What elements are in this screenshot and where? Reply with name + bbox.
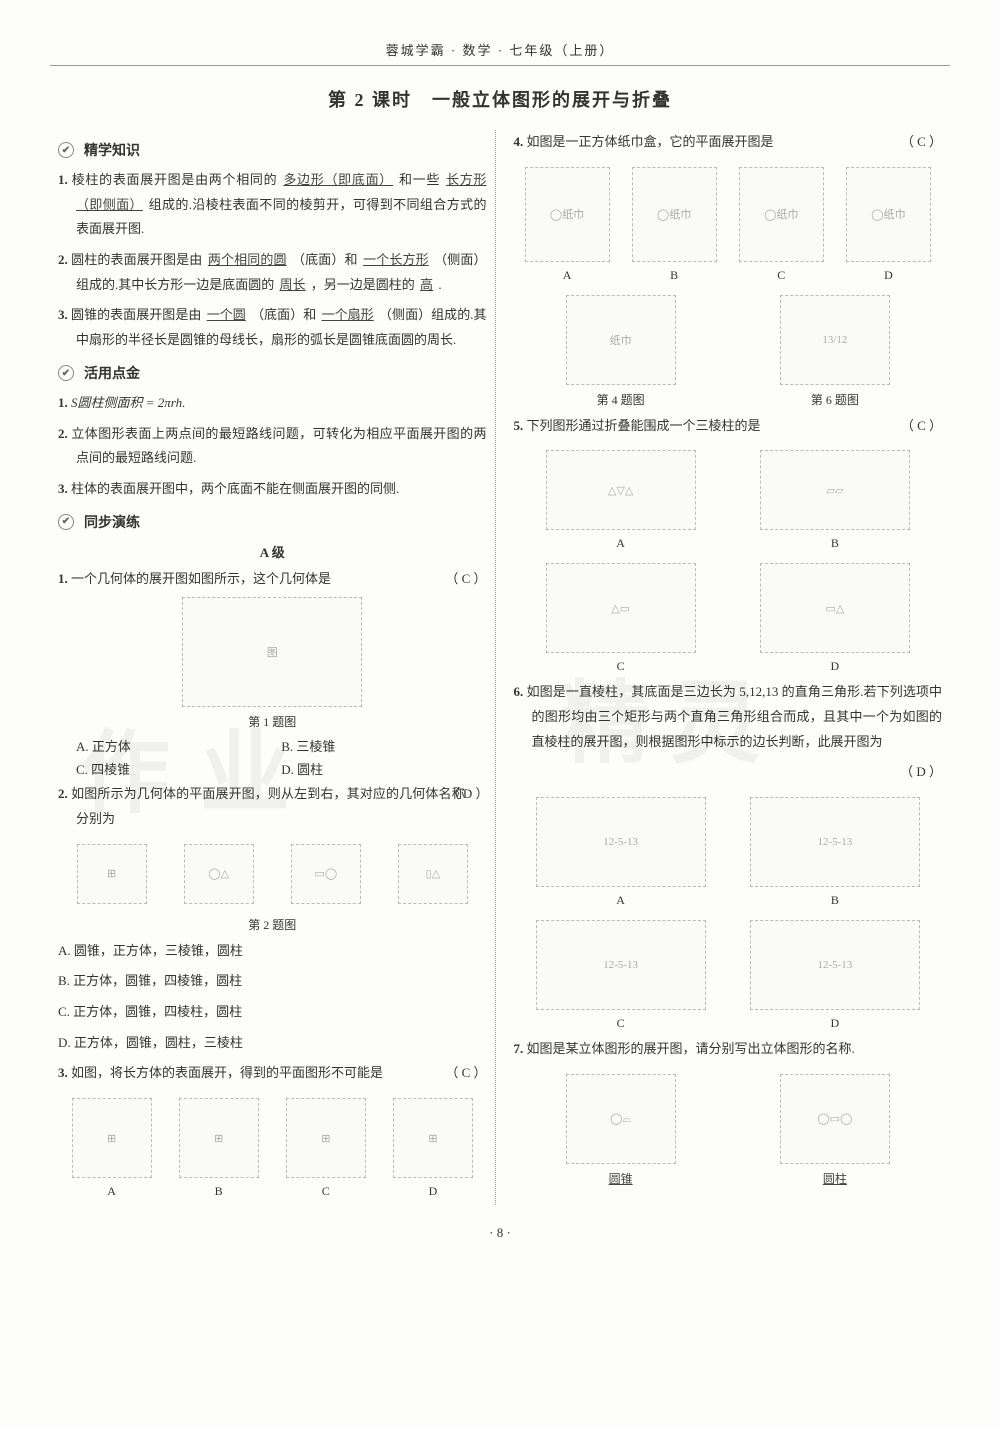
page-number: · 8 · xyxy=(50,1225,950,1241)
check-icon xyxy=(58,142,78,159)
answer-6: （ D ） xyxy=(918,760,942,785)
figure-q7: ◯⌓圆锥 ◯▭◯圆柱 xyxy=(514,1068,943,1187)
answer-3: （ C ） xyxy=(463,1061,486,1086)
figure-caption-2: 第 2 题图 xyxy=(58,916,487,933)
knowledge-item-1: 1. 棱柱的表面展开图是由两个相同的 多边形（即底面） 和一些 长方形（即侧面）… xyxy=(58,168,487,242)
figure-q4-q6: 纸巾第 4 题图 13/12第 6 题图 xyxy=(514,289,943,408)
section-label: 活用点金 xyxy=(84,363,140,383)
answer-7a: 圆锥 xyxy=(566,1170,676,1187)
answer-1: （ C ） xyxy=(463,567,486,592)
figure-q5-row2: △▭C ▭△D xyxy=(514,557,943,674)
check-icon xyxy=(58,365,78,382)
level-a-label: A 级 xyxy=(58,542,487,561)
figure-q1: 图 xyxy=(182,597,362,707)
figure-q6-row1: 12-5-13A 12-5-13B xyxy=(514,791,943,908)
left-column: 精学知识 1. 棱柱的表面展开图是由两个相同的 多边形（即底面） 和一些 长方形… xyxy=(50,130,496,1205)
question-1: 1. 一个几何体的展开图如图所示，这个几何体是 （ C ） xyxy=(58,567,487,592)
section-knowledge: 精学知识 xyxy=(58,140,487,160)
section-exercise: 同步演练 xyxy=(58,512,487,532)
q1-options-2: C. 四棱锥D. 圆柱 xyxy=(58,759,487,778)
right-column: 4. 如图是一正方体纸巾盒，它的平面展开图是 （ C ） ◯ 纸巾A ◯ 纸巾B… xyxy=(506,130,951,1205)
q2-opt-a: A. 圆锥，正方体，三棱锥，圆柱 xyxy=(58,939,487,964)
tip-1: 1. S圆柱侧面积 = 2πrh. xyxy=(58,391,487,416)
q2-opt-b: B. 正方体，圆锥，四棱锥，圆柱 xyxy=(58,969,487,994)
answer-5: （ C ） xyxy=(919,414,942,439)
figure-q5-row1: △▽△A ▱▱B xyxy=(514,444,943,551)
question-6: 6. 如图是一直棱柱，其底面是三边长为 5,12,13 的直角三角形.若下列选项… xyxy=(514,680,943,754)
tip-3: 3. 柱体的表面展开图中，两个底面不能在侧面展开图的同侧. xyxy=(58,477,487,502)
q2-opt-d: D. 正方体，圆锥，圆柱，三棱柱 xyxy=(58,1031,487,1056)
section-label: 精学知识 xyxy=(84,140,140,160)
question-7: 7. 如图是某立体图形的展开图，请分别写出立体图形的名称. xyxy=(514,1037,943,1062)
knowledge-item-2: 2. 圆柱的表面展开图是由 两个相同的圆 （底面）和 一个长方形 （侧面）组成的… xyxy=(58,248,487,297)
section-tips: 活用点金 xyxy=(58,363,487,383)
answer-4: （ C ） xyxy=(919,130,942,155)
figure-q4-options: ◯ 纸巾A ◯ 纸巾B ◯ 纸巾C ◯ 纸巾D xyxy=(514,161,943,283)
answer-7b: 圆柱 xyxy=(780,1170,890,1187)
question-4: 4. 如图是一正方体纸巾盒，它的平面展开图是 （ C ） xyxy=(514,130,943,155)
section-label: 同步演练 xyxy=(84,512,140,532)
q2-opt-c: C. 正方体，圆锥，四棱柱，圆柱 xyxy=(58,1000,487,1025)
figure-q6-row2: 12-5-13C 12-5-13D xyxy=(514,914,943,1031)
knowledge-item-3: 3. 圆锥的表面展开图是由 一个圆 （底面）和 一个扇形 （侧面）组成的.其中扇… xyxy=(58,303,487,352)
q1-options: A. 正方体B. 三棱锥 xyxy=(58,736,487,755)
lesson-title: 第 2 课时 一般立体图形的展开与折叠 xyxy=(50,86,950,112)
check-icon xyxy=(58,513,78,530)
figure-caption-1: 第 1 题图 xyxy=(58,713,487,730)
book-header: 蓉城学霸 · 数学 · 七年级（上册） xyxy=(50,40,950,66)
question-5: 5. 下列图形通过折叠能围成一个三棱柱的是 （ C ） xyxy=(514,414,943,439)
tip-2: 2. 立体图形表面上两点间的最短路线问题，可转化为相应平面展开图的两点间的最短路… xyxy=(58,422,487,471)
figure-q3: ⊞A ⊞B ⊞C ⊞D xyxy=(58,1092,487,1199)
question-3: 3. 如图，将长方体的表面展开，得到的平面图形不可能是 （ C ） xyxy=(58,1061,487,1086)
figure-q2: ⊞ ◯△ ▭◯ ▯△ xyxy=(58,838,487,910)
answer-2: （ D ） xyxy=(465,782,487,831)
question-2: 2. 如图所示为几何体的平面展开图，则从左到右，其对应的几何体名称分别为 （ D… xyxy=(58,782,487,831)
answer-6-row: （ D ） xyxy=(514,760,943,785)
